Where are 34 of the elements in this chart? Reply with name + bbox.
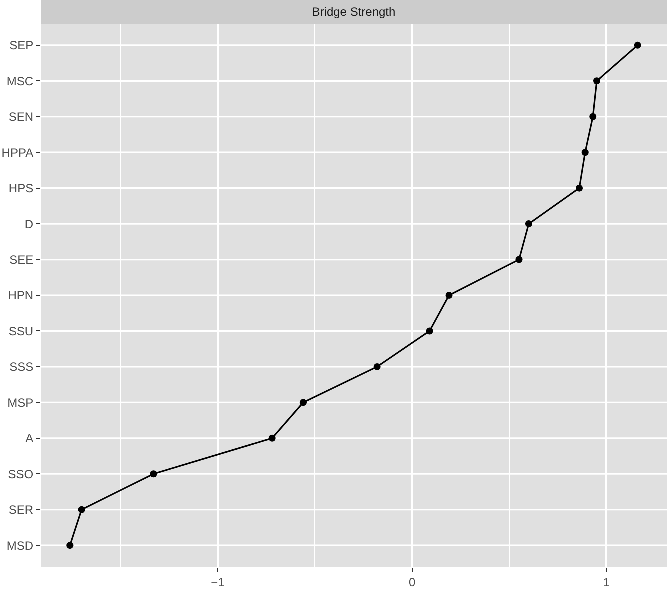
point [576,184,584,192]
point [525,220,532,228]
y-tick-label: MSC [6,74,34,88]
point [516,256,523,264]
y-tick-label: SER [8,503,34,518]
point [66,542,74,550]
y-tick-label: SSU [8,324,34,338]
point [268,434,276,442]
chart-title: Bridge Strength [312,5,396,20]
y-tick-label: D [24,217,34,232]
y-tick-label: HPPA [2,146,34,160]
y-tick-label: SEN [8,110,34,124]
point [150,470,158,478]
x-tick-label: 1 [603,575,610,590]
y-tick-label: SSO [8,467,34,482]
y-tick-label: MSD [6,538,34,553]
x-tick-label: 0 [408,575,416,590]
y-tick-label: HPS [8,182,34,196]
point [426,328,434,335]
point [446,292,453,299]
point [300,399,307,406]
y-tick-label: HPN [8,288,34,303]
point [634,42,642,49]
y-tick-label: MSP [8,396,34,410]
y-tick-label: SSS [10,360,34,374]
point [582,149,589,156]
point [590,113,597,120]
point [78,506,86,514]
point [594,78,601,85]
y-tick-label: SEP [10,38,34,53]
x-tick-label: −1 [211,575,226,590]
y-tick-label: A [26,432,34,446]
point [374,363,381,370]
y-tick-label: SEE [10,252,34,267]
